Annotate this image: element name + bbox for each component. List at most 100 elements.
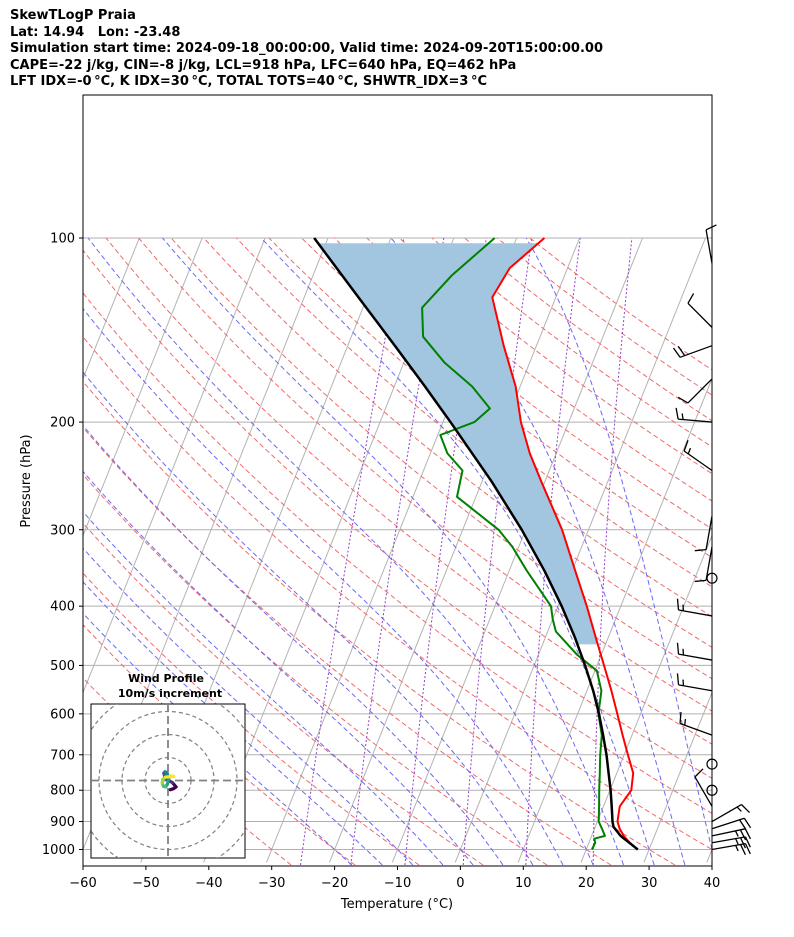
wind-barb-staff	[711, 828, 746, 837]
x-tick-label: 20	[578, 876, 595, 891]
isotherm-line	[770, 238, 794, 862]
mixing-ratio-line	[525, 237, 581, 866]
y-axis: 1000 900 800 700 600 500 400 300 200 100	[42, 232, 83, 858]
x-tick-label: −20	[321, 876, 348, 891]
wind-barb-feather	[679, 712, 682, 724]
chart-title: SkewTLogP Praia	[10, 8, 136, 23]
mixing-ratio-line	[462, 237, 533, 866]
cape-line: CAPE=-22 j/kg, CIN=-8 j/kg, LCL=918 hPa,…	[10, 57, 517, 73]
dry-adiabat-line	[170, 237, 712, 680]
time-line: Simulation start time: 2024-09-18_00:00:…	[10, 41, 603, 56]
wind-barb-staff	[679, 345, 713, 358]
isotherm-line	[517, 377, 712, 863]
temperature-line	[491, 237, 639, 851]
x-tick-label: −60	[69, 876, 96, 891]
wind-barb-feather	[739, 837, 747, 849]
y-tick-label: 600	[50, 707, 75, 722]
moist-adiabat-line	[83, 371, 534, 866]
wind-barb-feather	[744, 843, 751, 855]
x-tick-label: −30	[258, 876, 285, 891]
hodograph-plot	[91, 704, 245, 858]
wind-barb-staff	[694, 776, 713, 807]
sounding-profiles	[313, 237, 639, 851]
isotherm-line	[706, 848, 712, 863]
moist-adiabat-line	[83, 424, 504, 866]
wind-barb-feather	[677, 345, 686, 356]
wind-barb-staff	[678, 609, 713, 617]
hodograph-title: Wind Profile	[128, 672, 204, 685]
wind-barb-feather	[739, 829, 747, 841]
wind-barb-feather	[676, 673, 680, 685]
wind-barb-feather	[687, 293, 695, 304]
isotherm-line	[328, 237, 581, 863]
dry-adiabat-line	[366, 237, 712, 502]
wind-barb-staff	[683, 450, 713, 472]
wind-barb-feather	[743, 817, 752, 829]
wind-barb-feather	[694, 768, 704, 778]
x-tick-label: 30	[641, 876, 658, 891]
wind-barb-staff	[711, 836, 746, 844]
wind-barb-staff	[711, 842, 746, 851]
wind-barb-feather	[705, 224, 717, 231]
wind-barb-feather	[677, 396, 689, 404]
dry-adiabat-line	[83, 249, 712, 779]
dry-adiabat-line	[138, 237, 712, 712]
wind-barb-feather	[676, 642, 680, 655]
moist-adiabat-line	[87, 237, 594, 866]
chart-header: SkewTLogP Praia Lat: 14.94 Lon: -23.48 S…	[10, 8, 603, 91]
wind-barb-feather	[739, 844, 747, 856]
x-tick-label: −40	[195, 876, 222, 891]
x-tick-label: −10	[384, 876, 411, 891]
wind-barb-feather	[740, 804, 751, 814]
y-tick-label: 200	[50, 416, 75, 431]
wind-barb-feather	[683, 440, 689, 452]
calm-wind-circle	[706, 784, 718, 796]
dry-adiabat-line	[83, 336, 712, 851]
x-tick-label: −50	[132, 876, 159, 891]
mixing-ratio-line	[350, 237, 445, 866]
y-tick-label: 1000	[42, 843, 75, 858]
isotherm-line	[643, 691, 712, 863]
wind-barb-staff	[705, 546, 713, 581]
isotherm-line	[83, 237, 266, 694]
wind-barbs	[672, 224, 752, 856]
cape-area	[318, 243, 598, 645]
x-tick-label: 10	[515, 876, 532, 891]
wind-barb-staff	[705, 229, 713, 264]
x-tick-label: 0	[456, 876, 464, 891]
y-tick-label: 900	[50, 815, 75, 830]
moist-adiabat-line	[390, 237, 686, 866]
wind-barb-feather	[676, 598, 680, 611]
wind-barb-feather	[694, 579, 707, 583]
moist-adiabat-line	[83, 470, 474, 866]
location-line: Lat: 14.94 Lon: -23.48	[10, 24, 181, 40]
wind-barb-staff	[705, 516, 713, 550]
moist-adiabat-line	[83, 511, 444, 866]
hodograph-subtitle: 10m/s increment	[118, 687, 222, 700]
moist-adiabat-line	[83, 307, 564, 866]
dry-adiabat-line	[83, 292, 712, 814]
dry-adiabat-line	[83, 380, 676, 866]
wind-barb-feather	[739, 819, 747, 830]
dry-adiabat-line	[83, 473, 548, 866]
x-axis: −60 −50 −40 −30 −20 −10 0 10 20 30 40	[69, 866, 720, 891]
isotherm-line	[454, 237, 706, 863]
isotherm-line	[580, 534, 712, 863]
y-tick-label: 500	[50, 659, 75, 674]
wind-barb-feather	[744, 828, 752, 840]
x-axis-label: Temperature (°C)	[340, 897, 453, 912]
dry-adiabat-line	[301, 237, 712, 559]
mixing-ratio-line	[404, 237, 487, 866]
wind-barb-half-feather	[681, 413, 684, 420]
wind-barb-feather	[675, 407, 679, 420]
hodograph-inset: Wind Profile 10m/s increment	[90, 672, 246, 859]
wind-barb-half-feather	[684, 718, 687, 726]
isotherm-line	[83, 237, 140, 380]
wind-barb-staff	[679, 722, 713, 736]
wind-barb-half-feather	[734, 830, 739, 837]
wind-barb-staff	[687, 378, 713, 404]
x-tick-label: 40	[704, 876, 721, 891]
wind-barb-staff	[711, 803, 742, 823]
dry-adiabat-line	[83, 522, 484, 866]
